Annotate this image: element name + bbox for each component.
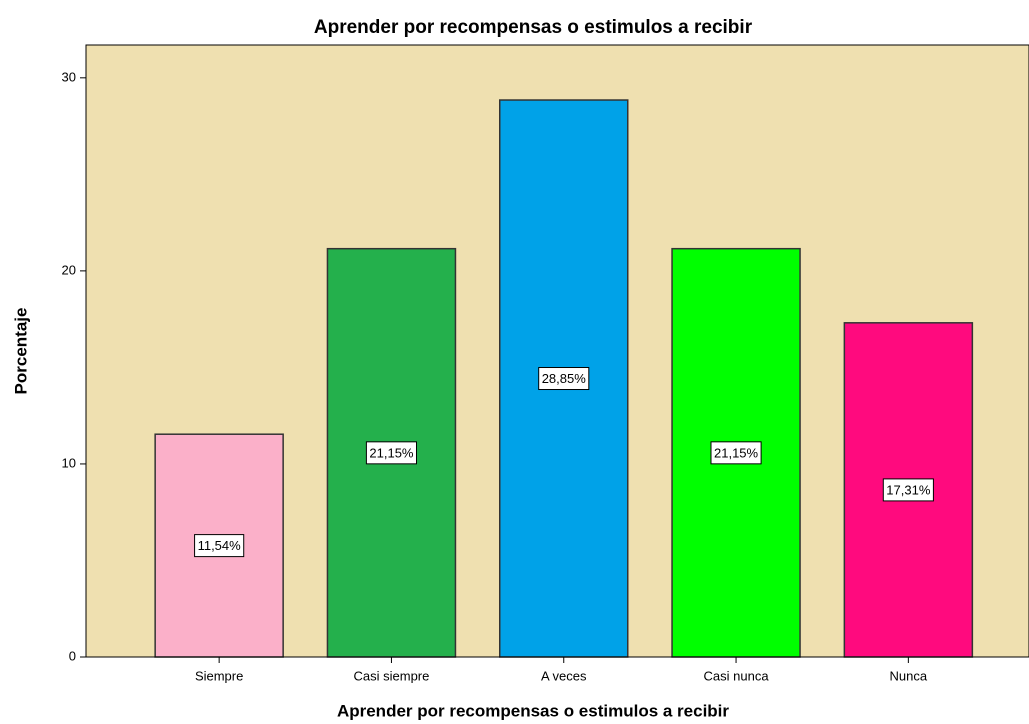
x-tick-label: Nunca bbox=[890, 668, 928, 683]
value-label-box bbox=[538, 367, 590, 391]
value-label-box bbox=[882, 478, 934, 502]
y-axis-title: Porcentaje bbox=[11, 308, 30, 395]
x-tick-label: Casi nunca bbox=[704, 668, 770, 683]
value-label: 21,15% bbox=[714, 445, 759, 460]
x-tick-label: A veces bbox=[541, 668, 587, 683]
value-label: 21,15% bbox=[369, 445, 414, 460]
value-label-box bbox=[365, 441, 417, 465]
chart-title: Aprender por recompensas o estimulos a r… bbox=[314, 17, 753, 38]
value-label: 11,54% bbox=[198, 538, 242, 553]
x-tick-label: Casi siempre bbox=[354, 668, 430, 683]
value-label: 28,85% bbox=[542, 371, 587, 386]
value-label-box bbox=[194, 534, 245, 558]
y-tick-label: 30 bbox=[62, 69, 76, 84]
value-label-box bbox=[710, 441, 762, 465]
value-label: 17,31% bbox=[886, 482, 931, 497]
x-tick-label: Siempre bbox=[195, 668, 243, 683]
x-axis-title: Aprender por recompensas o estimulos a r… bbox=[337, 701, 729, 720]
y-tick-label: 10 bbox=[62, 455, 76, 470]
y-tick-label: 20 bbox=[62, 262, 76, 277]
y-tick-label: 0 bbox=[69, 648, 76, 663]
